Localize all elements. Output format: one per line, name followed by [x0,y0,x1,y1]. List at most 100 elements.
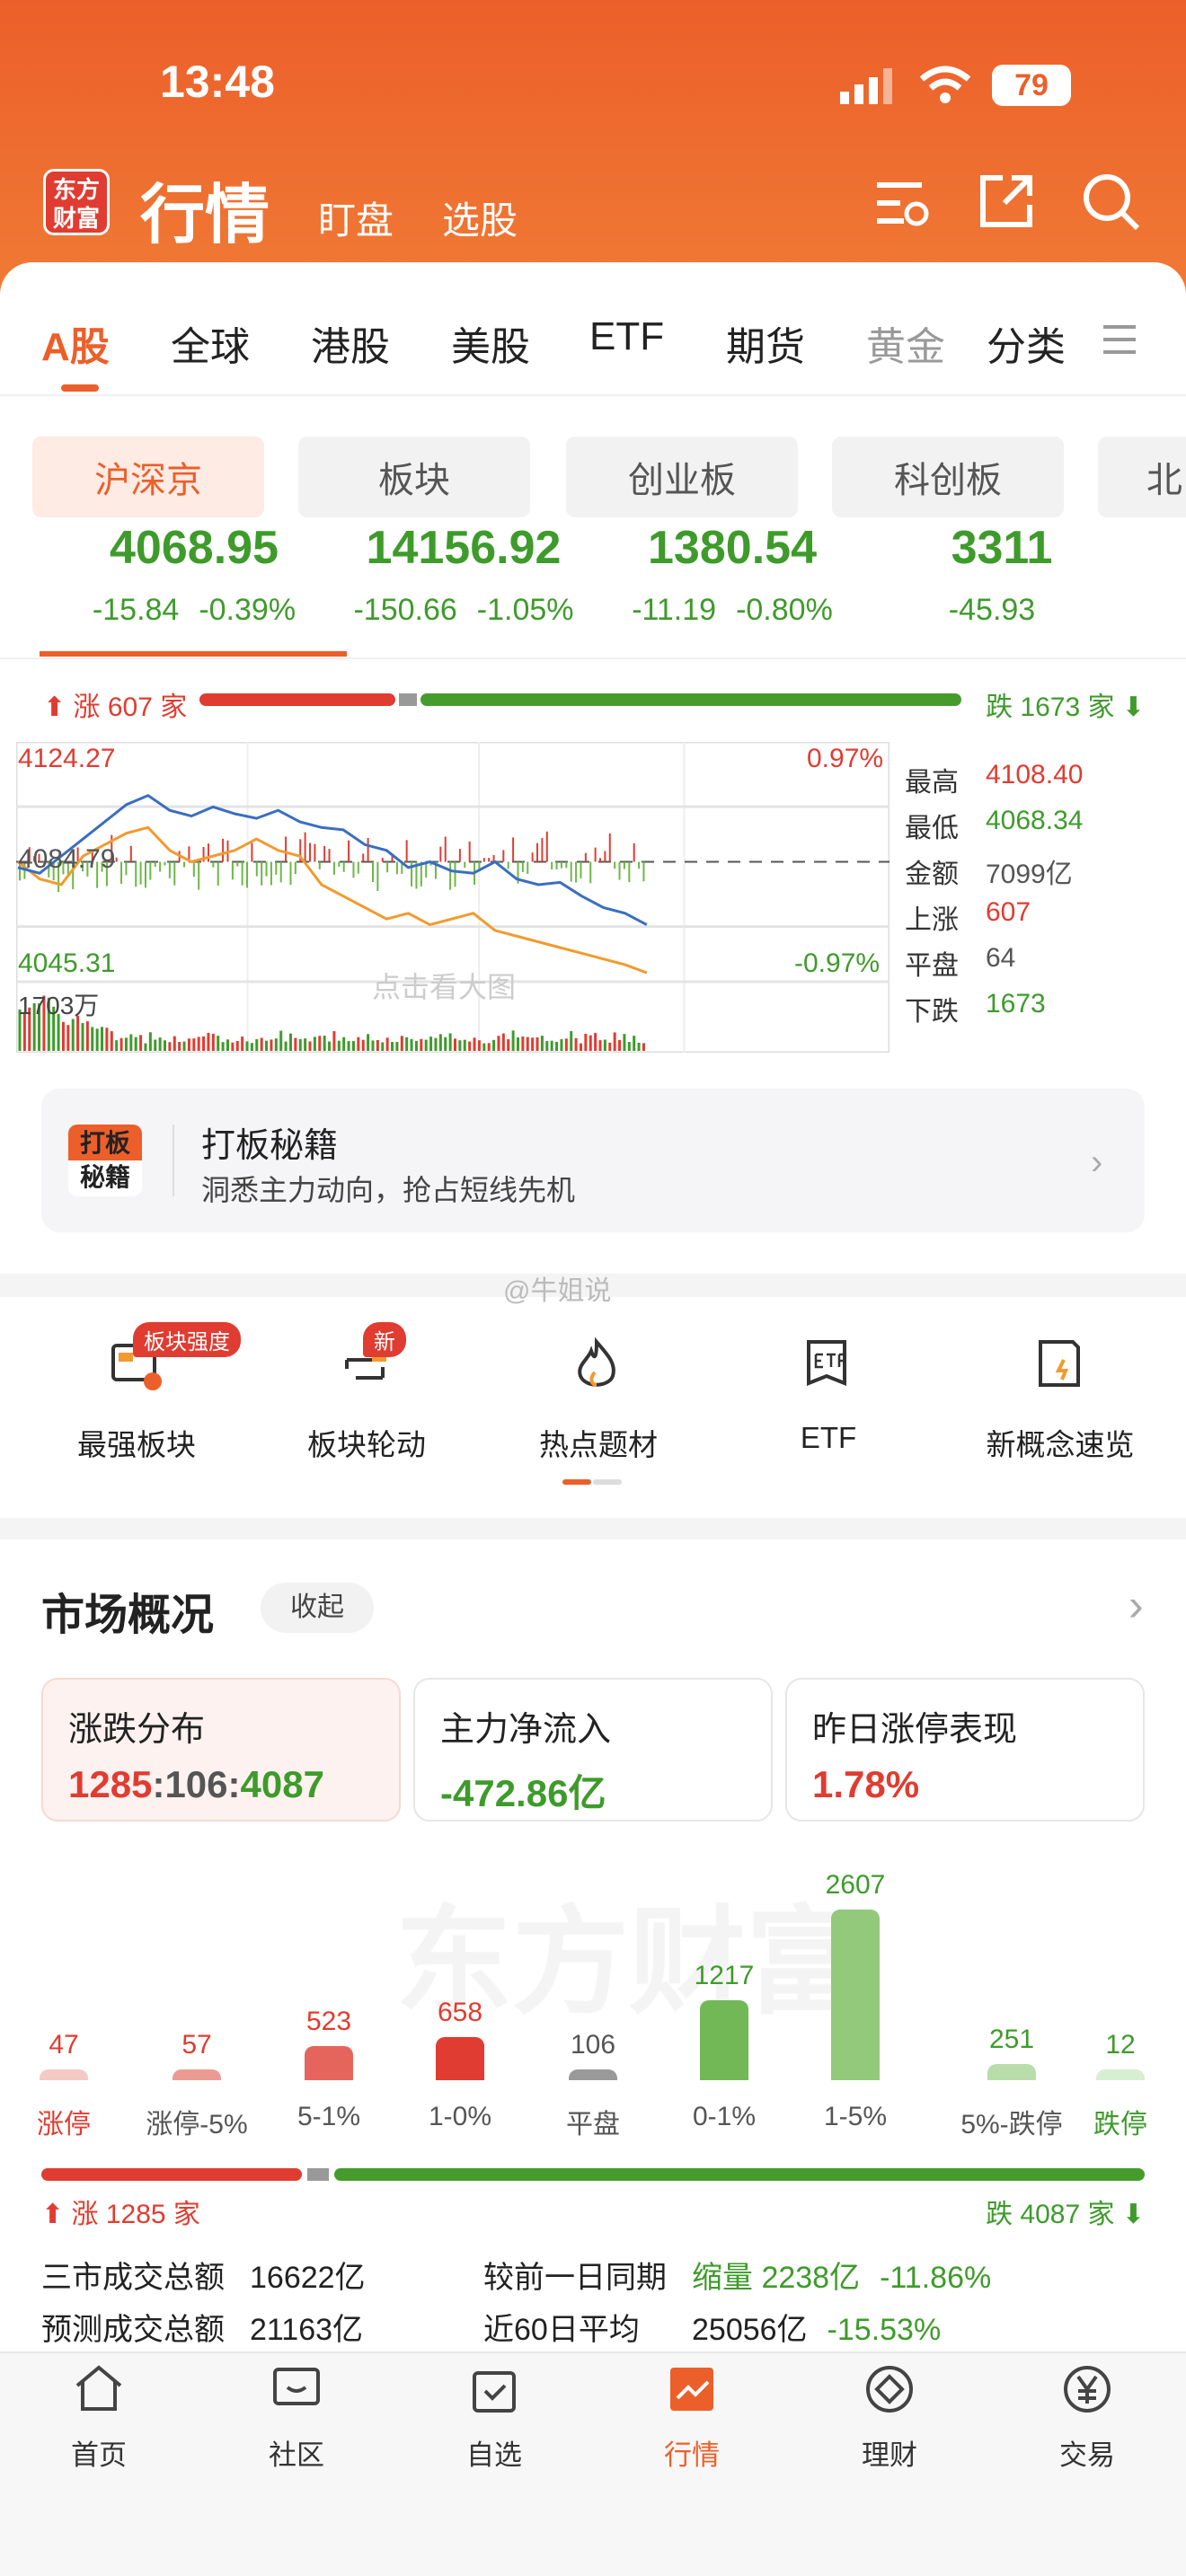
distribution-value: 658 [437,1998,483,2028]
breadth-up-segment [41,2168,302,2181]
distribution-value: 523 [305,2006,352,2036]
breadth-up: ⬆ 涨 607 家 [43,693,188,722]
divider [0,657,1186,659]
market-icon [665,2362,719,2416]
breadth-flat-segment [398,693,417,706]
index-pct: -1.05% [476,593,574,627]
search-icon[interactable] [1082,172,1141,232]
index-pill-2[interactable]: 创业板 [566,437,798,517]
nav-label: 社区 [269,2439,324,2471]
hot-topic-flame-icon[interactable] [570,1337,627,1394]
watermark-text: @牛姐说 [503,1276,612,1306]
turnover-value: 16622亿 [250,2261,366,2295]
promo-subtitle: 洞悉主力动向，抢占短线先机 [201,1174,576,1206]
shortcut-label[interactable]: 新概念速览 [986,1428,1135,1461]
watchlist-icon [467,2362,521,2416]
distribution-label: 5-1% [296,2102,361,2131]
distribution-value: 2607 [825,1870,886,1900]
status-time: 13:48 [160,57,275,107]
index-line [17,793,648,926]
nav-item-5[interactable]: 交易 [988,2362,1186,2471]
tab-6[interactable]: 黄金 [866,325,945,369]
distribution-value: 57 [181,2030,212,2060]
index-pill-3[interactable]: 科创板 [832,437,1064,517]
equal-weight-line [17,825,648,975]
nav-item-0[interactable]: 首页 [0,2362,198,2471]
index-change: -45.93 [948,593,1036,627]
card-distribution[interactable]: 涨跌分布 1285:106:4087 [41,1678,401,1822]
promo-banner[interactable] [41,1089,1145,1232]
share-icon[interactable] [978,172,1035,230]
chevron-right-icon[interactable]: › [1128,1580,1144,1630]
tab-indicator [61,384,99,392]
index-pill-0[interactable]: 沪深京 [32,437,264,517]
chart-low-label: 4045.31 [18,948,116,978]
home-icon [72,2362,126,2416]
shortcut-label[interactable]: 热点题材 [539,1428,658,1461]
page-indicator [593,1479,622,1485]
index-change: -11.19 [632,593,717,627]
intraday-chart[interactable] [16,742,890,1053]
nav-item-2[interactable]: 自选 [395,2362,593,2471]
index-change: -15.84 [92,593,180,627]
menu-icon[interactable] [1102,322,1137,357]
badge: 新 [363,1322,406,1357]
distribution-bar [305,2045,353,2080]
tab-1[interactable]: 全球 [171,325,250,369]
index-value: 4068.95 [110,522,279,574]
etf-icon[interactable] [800,1337,857,1394]
tab-2[interactable]: 港股 [311,325,390,369]
tab-watch[interactable]: 盯盘 [318,199,394,242]
stat-value: 4108.40 [986,760,1084,790]
collapse-button[interactable]: 收起 [261,1583,374,1633]
page-indicator-active [562,1479,591,1485]
distribution-bar [831,1910,880,2080]
distribution-label: 跌停 [1093,2110,1147,2139]
breadth-down: 跌 1673 家 ⬇ [986,693,1145,722]
index-value: 14156.92 [366,522,562,574]
overview-title: 市场概况 [41,1592,215,1639]
nav-item-1[interactable]: 社区 [198,2362,395,2471]
badge: 板块强度 [133,1322,241,1357]
tab-0[interactable]: A股 [41,325,110,369]
new-concept-icon[interactable] [1031,1337,1089,1394]
tab-7[interactable]: 分类 [987,325,1066,369]
overview-down-count: 跌 4087 家 ⬇ [986,2200,1145,2229]
card-value: 1.78% [812,1763,920,1805]
breadth-down-segment [334,2168,1145,2181]
nav-item-4[interactable]: 理财 [791,2362,988,2471]
index-change-row: -150.66 -1.05% [320,593,607,628]
stat-value: 64 [986,943,1016,973]
down-count: 4087 [240,1763,324,1805]
tab-3[interactable]: 美股 [451,325,530,369]
index-selected-indicator [40,651,347,657]
shortcut-label[interactable]: 最强板块 [77,1428,196,1461]
avg60-value: 25056亿 [692,2313,808,2347]
settings-list-icon[interactable] [873,176,933,230]
stat-label: 上涨 [905,905,959,935]
shortcut-label[interactable]: ETF [800,1421,857,1454]
nav-label: 首页 [71,2439,127,2471]
chart-frame [16,742,890,1053]
stat-value: 607 [986,897,1031,927]
overview-breadth-bar [41,2168,1145,2183]
breadth-bar [199,693,961,706]
tab-5[interactable]: 期货 [726,325,805,369]
community-icon [270,2362,323,2416]
nav-item-3[interactable]: 行情 [593,2362,791,2471]
nav-label: 行情 [664,2439,720,2471]
index-pill-4[interactable]: 北 [1098,437,1186,517]
card-main-inflow[interactable]: 主力净流入 -472.86亿 [413,1678,773,1822]
tab-stock-picker[interactable]: 选股 [442,199,518,242]
page-title: 行情 [140,180,270,251]
stat-label: 最低 [905,814,959,843]
distribution-value: 1217 [694,1961,755,1991]
card-title: 主力净流入 [440,1711,612,1749]
turnover-compare-pct: -11.86% [880,2261,992,2295]
distribution-bar [40,2069,88,2080]
flat-count: 106 [164,1763,228,1805]
tab-4[interactable]: ETF [589,314,665,358]
index-pill-1[interactable]: 板块 [298,437,530,517]
card-limit-up-performance[interactable]: 昨日涨停表现 1.78% [785,1678,1145,1822]
shortcut-label[interactable]: 板块轮动 [307,1428,426,1461]
